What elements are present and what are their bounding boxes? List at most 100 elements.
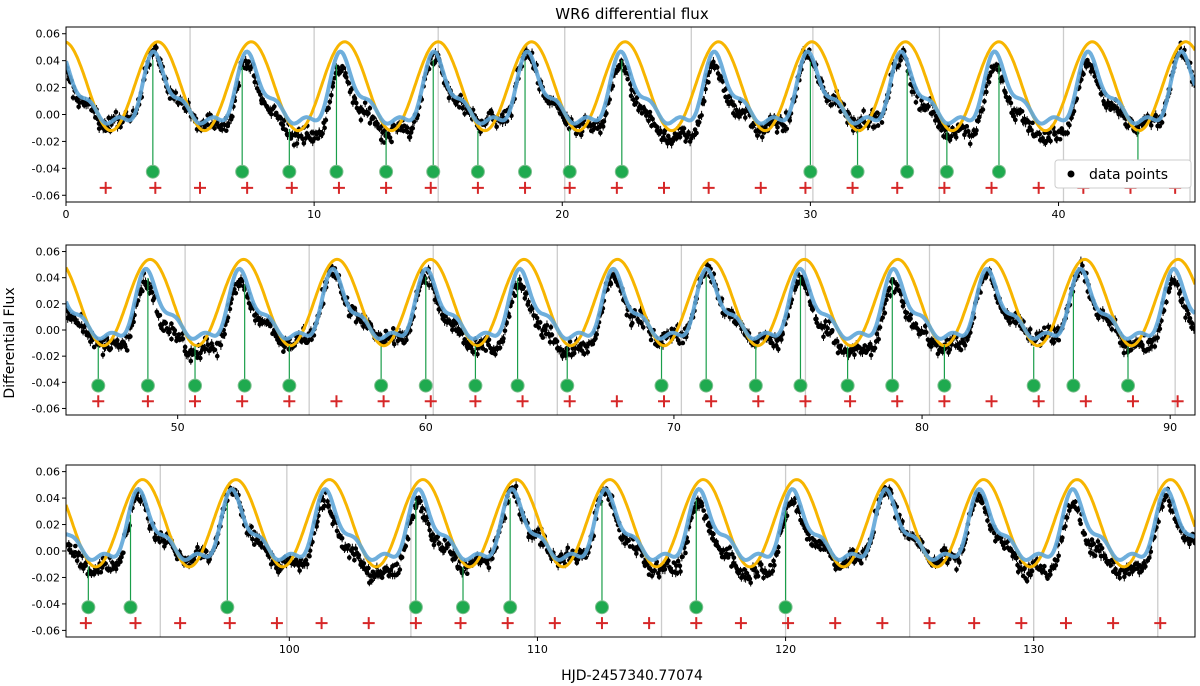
minimum-marker (145, 164, 160, 179)
data-point (549, 332, 555, 338)
data-point (272, 104, 277, 109)
data-point (779, 337, 784, 342)
cross-marker (141, 395, 154, 408)
data-point (677, 134, 683, 140)
data-point (776, 346, 781, 352)
data-point (1029, 127, 1034, 133)
data-point (775, 125, 780, 130)
data-point (537, 320, 543, 325)
data-point (149, 290, 155, 295)
data-point (502, 328, 508, 334)
data-point (391, 341, 397, 347)
data-point (718, 74, 724, 80)
data-point (838, 343, 844, 349)
data-point (594, 332, 600, 337)
data-point (1051, 340, 1056, 346)
data-point (598, 130, 603, 136)
y-tick-label: 0.06 (36, 246, 61, 259)
data-point (600, 124, 606, 129)
data-point (475, 351, 480, 357)
minimum-marker (1121, 378, 1136, 393)
cross-marker (1079, 395, 1092, 408)
data-point (876, 336, 881, 342)
data-point (99, 565, 105, 570)
data-point (1175, 282, 1181, 288)
data-point (407, 134, 413, 140)
minimum-marker (937, 378, 952, 393)
data-point (251, 542, 257, 547)
data-point (1183, 315, 1188, 320)
data-point (696, 119, 702, 125)
data-point (113, 566, 119, 572)
data-point (874, 110, 880, 115)
data-point (140, 288, 145, 294)
data-point (630, 320, 635, 326)
data-point (108, 346, 114, 351)
minimum-marker (329, 164, 344, 179)
cross-marker (563, 181, 576, 194)
legend-box (1054, 159, 1192, 189)
data-point (462, 337, 468, 342)
minimum-marker (991, 164, 1006, 179)
panel-2: -0.06 -0.04 -0.02 0.00 0.02 0.04 0.06 50 60 70 80 9… (32, 244, 1196, 434)
cross-marker (285, 181, 298, 194)
data-point (273, 110, 279, 116)
x-tick-label: 30 (803, 208, 817, 221)
data-point (389, 139, 394, 145)
data-point (787, 118, 793, 123)
plot-area (66, 245, 1195, 415)
data-point (1052, 130, 1057, 135)
data-point (367, 120, 373, 126)
model-curve (66, 266, 1195, 341)
minimum-marker (560, 378, 575, 393)
x-tick-label: 90 (1163, 421, 1177, 434)
cross-marker (799, 181, 812, 194)
cross-marker (799, 395, 812, 408)
data-point (852, 352, 857, 358)
data-point (274, 565, 279, 571)
data-point (128, 334, 133, 339)
data-point (486, 342, 491, 348)
data-point (1187, 316, 1193, 321)
data-point (1109, 326, 1115, 332)
data-point (964, 124, 970, 129)
cross-marker (610, 395, 623, 408)
data-point (497, 345, 503, 351)
data-point (453, 320, 459, 326)
data-point (670, 138, 676, 144)
legend-marker (1067, 170, 1075, 178)
data-point (814, 320, 820, 326)
data-point (188, 358, 194, 364)
data-point (773, 343, 779, 348)
data-point (731, 102, 737, 108)
y-tick-label: -0.02 (32, 350, 60, 363)
data-point (312, 136, 318, 141)
data-point (249, 524, 254, 530)
cross-marker (610, 181, 623, 194)
data-point (935, 351, 941, 357)
data-point (124, 348, 130, 353)
data-point (1152, 344, 1158, 349)
data-point (410, 125, 416, 131)
data-point (720, 79, 725, 84)
data-point (377, 332, 383, 337)
data-point (323, 117, 329, 123)
data-point (629, 87, 634, 93)
data-point (294, 141, 300, 146)
data-point (872, 345, 878, 351)
data-point (980, 107, 986, 112)
data-point (346, 80, 352, 86)
cross-marker (516, 395, 529, 408)
data-point (715, 65, 720, 70)
data-point (974, 128, 979, 133)
y-tick-label: 0.02 (36, 298, 61, 311)
data-point (212, 125, 217, 131)
data-point (205, 342, 211, 348)
cross-marker (519, 181, 532, 194)
data-point (699, 113, 704, 118)
cross-marker (149, 181, 162, 194)
data-point (1159, 120, 1165, 125)
cross-marker (705, 395, 718, 408)
y-tick-label: 0.02 (36, 82, 61, 95)
data-point (879, 120, 885, 125)
